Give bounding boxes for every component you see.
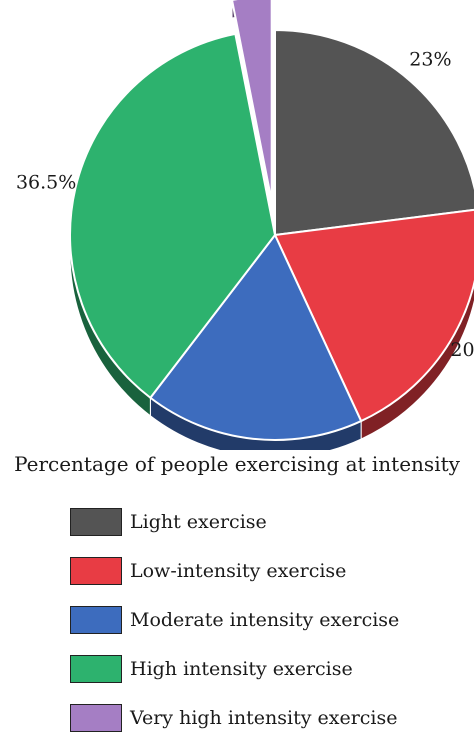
pie-slice-light (274, 29, 474, 236)
legend-label-low-intensity: Low-intensity exercise (130, 560, 347, 582)
legend: Light exercise Low-intensity exercise Mo… (70, 500, 470, 745)
pie-chart-svg: 23%20.1%17.3%36.5%3.1% (16, 0, 474, 450)
legend-label-very-high-intensity: Very high intensity exercise (130, 707, 398, 729)
legend-swatch-moderate-intensity (70, 606, 122, 634)
pie-slice-low-intensity (274, 208, 474, 423)
pie-slice-high-intensity (69, 32, 276, 399)
pie-value-label-high-intensity: 36.5% (16, 172, 76, 194)
legend-label-high-intensity: High intensity exercise (130, 658, 353, 680)
pie-value-label-low-intensity: 20.1% (450, 339, 474, 361)
legend-item-very-high-intensity: Very high intensity exercise (70, 696, 470, 740)
legend-item-light: Light exercise (70, 500, 470, 544)
legend-swatch-very-high-intensity (70, 704, 122, 732)
legend-item-moderate-intensity: Moderate intensity exercise (70, 598, 470, 642)
legend-swatch-low-intensity (70, 557, 122, 585)
pie-slice-moderate-intensity (149, 234, 363, 441)
pie-slice-very-high-intensity (231, 0, 273, 203)
chart-title: Percentage of people exercising at inten… (14, 452, 460, 476)
legend-item-low-intensity: Low-intensity exercise (70, 549, 470, 593)
legend-label-light: Light exercise (130, 511, 267, 533)
legend-item-high-intensity: High intensity exercise (70, 647, 470, 691)
pie-label-layer: 23%20.1%17.3%36.5%3.1% (16, 49, 474, 361)
legend-swatch-light (70, 508, 122, 536)
legend-swatch-high-intensity (70, 655, 122, 683)
pie-chart: 23%20.1%17.3%36.5%3.1% (16, 0, 474, 450)
pie-top-layer (69, 0, 474, 441)
legend-label-moderate-intensity: Moderate intensity exercise (130, 609, 400, 631)
pie-value-label-light: 23% (409, 49, 451, 71)
